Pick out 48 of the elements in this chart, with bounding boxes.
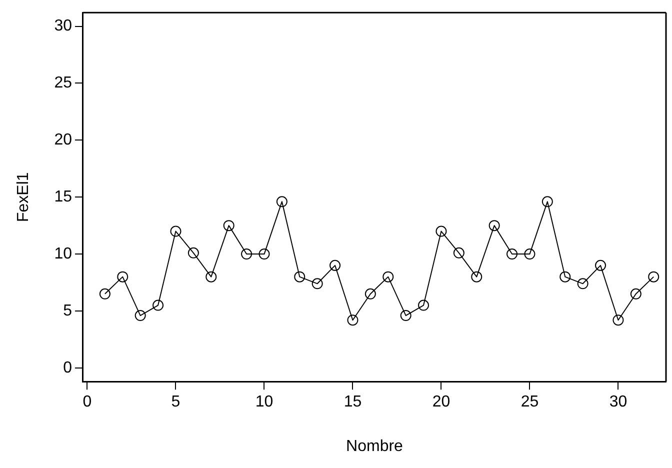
point (506, 248, 518, 260)
x-tick-label: 20 (432, 394, 450, 411)
y-tick-label: 0 (63, 359, 72, 376)
point (152, 300, 164, 311)
point (276, 196, 288, 208)
x-tick-label: 5 (171, 394, 180, 411)
point (258, 248, 270, 260)
y-tick-label: 5 (63, 302, 72, 320)
point (382, 271, 394, 282)
point (471, 271, 482, 282)
y-axis-title: FexEl1 (15, 172, 32, 222)
point (524, 248, 536, 260)
point (170, 226, 182, 237)
point (206, 271, 217, 282)
point (436, 226, 447, 237)
point (99, 288, 110, 300)
x-tick-label: 25 (520, 394, 539, 411)
point (134, 310, 146, 322)
y-tick-label: 15 (54, 188, 72, 206)
point (595, 260, 606, 271)
point (488, 220, 500, 232)
point (294, 271, 306, 282)
y-tick-label: 10 (54, 245, 72, 262)
x-tick-label: 15 (344, 394, 362, 411)
point (542, 196, 553, 208)
point (612, 314, 624, 326)
point (117, 271, 128, 282)
point (418, 300, 430, 311)
x-tick-label: 10 (255, 394, 274, 411)
y-tick-label: 25 (54, 74, 72, 92)
x-tick-label: 30 (609, 394, 628, 411)
point (241, 248, 252, 260)
point (577, 278, 588, 290)
point (223, 220, 234, 232)
point (400, 310, 412, 322)
point (364, 288, 376, 300)
x-axis-title: Nombre (346, 438, 404, 455)
y-tick-label: 30 (54, 18, 72, 35)
point (188, 247, 199, 258)
point (630, 288, 642, 300)
point (330, 260, 341, 271)
point (648, 271, 660, 282)
point (312, 278, 323, 290)
x-tick-label: 0 (82, 394, 92, 411)
y-tick-label: 20 (54, 132, 72, 149)
point (560, 271, 571, 282)
point (347, 314, 358, 326)
point (453, 247, 464, 258)
